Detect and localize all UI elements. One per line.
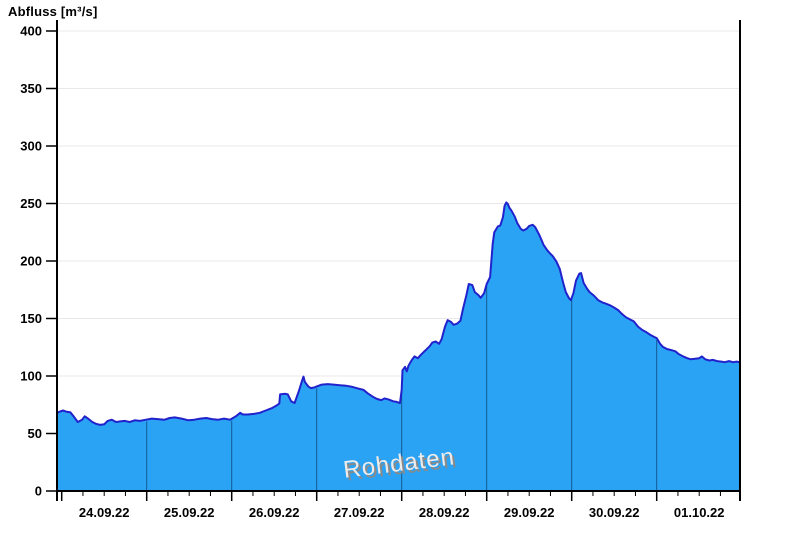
- y-axis-tick-label: 150: [20, 311, 42, 326]
- x-axis-date-label: 27.09.22: [334, 505, 385, 520]
- y-axis-tick-label: 0: [35, 484, 42, 499]
- x-axis-date-label: 26.09.22: [249, 505, 300, 520]
- y-axis-tick-label: 400: [20, 24, 42, 39]
- y-axis-tick-label: 50: [28, 426, 42, 441]
- x-axis-date-label: 30.09.22: [589, 505, 640, 520]
- x-axis-date-label: 25.09.22: [164, 505, 215, 520]
- chart-title: Abfluss [m³/s]: [8, 4, 98, 19]
- x-axis-date-label: 29.09.22: [504, 505, 555, 520]
- y-axis-tick-label: 350: [20, 81, 42, 96]
- y-axis-tick-label: 200: [20, 254, 42, 269]
- y-axis-tick-label: 100: [20, 369, 42, 384]
- y-axis-tick-label: 250: [20, 196, 42, 211]
- y-axis-tick-label: 300: [20, 139, 42, 154]
- discharge-line: [56, 201, 741, 426]
- discharge-area: [57, 202, 740, 491]
- x-axis-date-label: 24.09.22: [79, 505, 130, 520]
- x-axis-date-label: 28.09.22: [419, 505, 470, 520]
- x-axis-date-label: 01.10.22: [674, 505, 725, 520]
